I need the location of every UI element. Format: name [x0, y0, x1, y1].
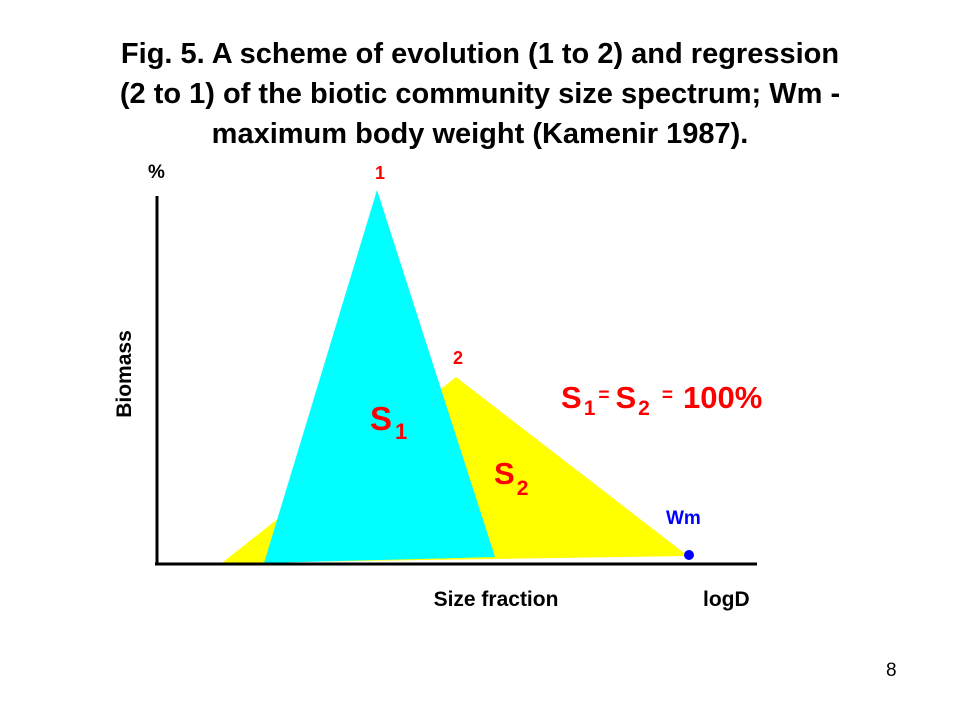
area-1-letter: S: [370, 400, 392, 437]
y-axis-label: Biomass: [113, 330, 136, 418]
title-line-2: (2 to 1) of the biotic community size sp…: [119, 78, 841, 110]
title-line-1: Fig. 5. A scheme of evolution (1 to 2) a…: [120, 38, 840, 70]
eq-s2-letter: S: [615, 380, 636, 415]
title-line-3: maximum body weight (Kamenir 1987).: [211, 118, 749, 150]
wm-label: Wm: [666, 508, 701, 529]
spectrum-1-triangle: [264, 190, 495, 563]
area-2-letter: S: [494, 456, 515, 491]
eq-equals-2: =: [662, 385, 673, 406]
area-equation: S1= S2= 100%: [561, 380, 762, 420]
peak-1-label: 1: [375, 163, 385, 183]
slide-title: Fig. 5. A scheme of evolution (1 to 2) a…: [40, 34, 920, 154]
eq-value: 100%: [683, 380, 762, 415]
eq-s1-subscript: 1: [584, 397, 596, 420]
peak-2-label: 2: [453, 348, 463, 368]
eq-s2-subscript: 2: [638, 397, 650, 420]
y-axis-unit: %: [148, 162, 165, 183]
eq-equals-1: =: [598, 385, 609, 406]
x-axis-unit: logD: [703, 588, 750, 611]
area-2-label: S2: [494, 456, 528, 500]
area-1-subscript: 1: [395, 419, 407, 444]
eq-s1-letter: S: [561, 380, 582, 415]
svg-text:S1=S2=100%: S1= S2= 100%: [561, 380, 762, 420]
x-axis-label: Size fraction: [434, 588, 559, 611]
area-2-subscript: 2: [517, 477, 529, 500]
page-number: 8: [886, 660, 897, 681]
wm-point: [684, 550, 694, 560]
